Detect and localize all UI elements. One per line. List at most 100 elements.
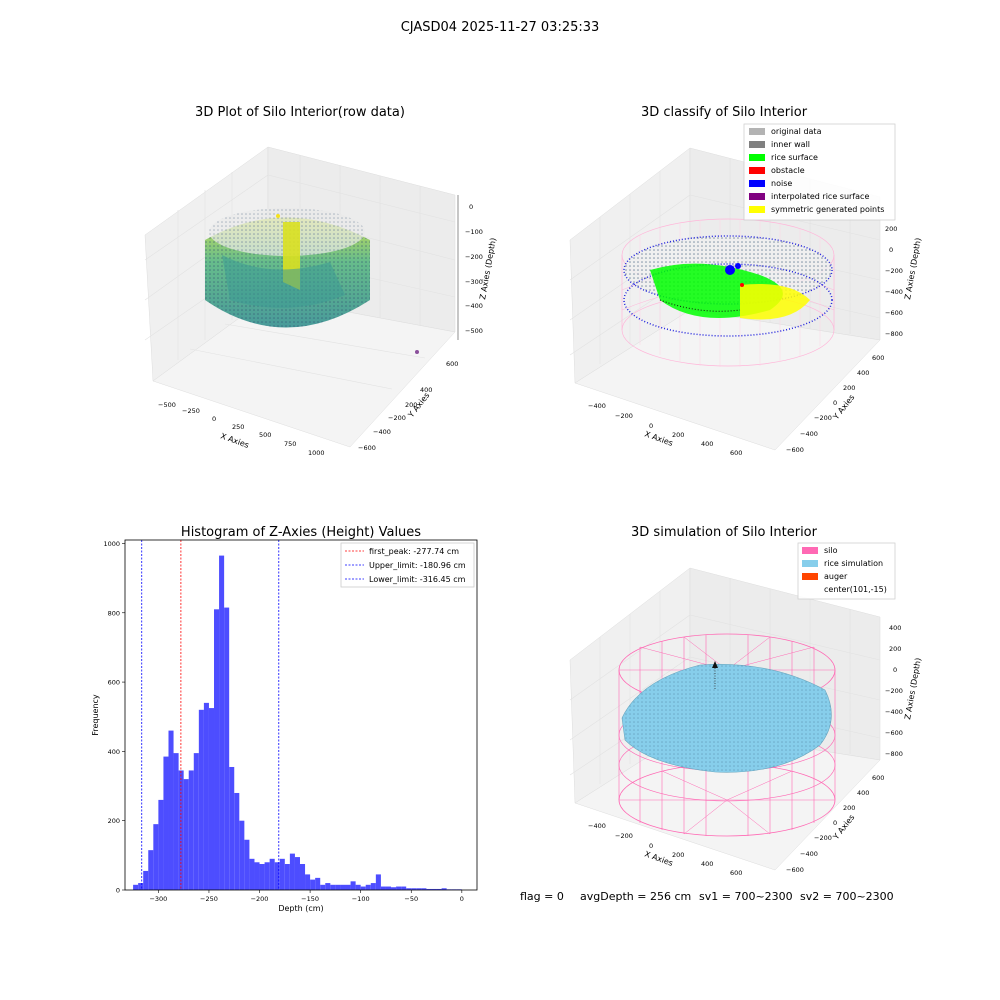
- histogram-bar: [239, 820, 245, 890]
- legend-label: center(101,-15): [824, 585, 887, 594]
- histogram-bar: [310, 879, 316, 890]
- histogram-bar: [411, 888, 417, 890]
- histogram-bar: [335, 884, 341, 890]
- classify-x-tick: 600: [730, 449, 742, 457]
- histogram-bar: [203, 702, 209, 890]
- histogram-bar: [299, 864, 306, 890]
- raw-z-axis-label: Z Axies (Depth): [478, 237, 498, 300]
- histogram-panel: Histogram of Z-Axies (Height) Values −30…: [91, 525, 478, 913]
- raw-y-tick: 600: [446, 360, 458, 368]
- histogram-bar: [188, 770, 194, 890]
- histogram-bar: [289, 853, 295, 890]
- sim-z-tick: 200: [889, 645, 901, 653]
- histogram-bar: [370, 883, 376, 890]
- histogram-bar: [148, 850, 154, 890]
- histogram-bar: [229, 766, 235, 890]
- histogram-bar: [380, 886, 386, 890]
- raw-3d-panel: 3D Plot of Silo Interior(row data) 0 −10…: [144, 105, 498, 457]
- classify-y-tick: 200: [843, 384, 855, 392]
- raw-x-tick: 1000: [308, 449, 325, 457]
- sim-y-tick: 0: [833, 819, 837, 827]
- x-tick-label: −50: [404, 895, 418, 903]
- simulation-3d-panel: 3D simulation of Silo Interior silo: [569, 525, 923, 877]
- histogram-bar: [269, 858, 275, 890]
- legend-swatch: [749, 180, 765, 187]
- classify-x-tick: 0: [649, 422, 653, 430]
- histogram-bar: [431, 888, 437, 890]
- histogram-y-axis-label: Frequency: [91, 694, 100, 736]
- sim-z-axis-label: Z Axies (Depth): [903, 657, 923, 720]
- histogram-bar: [406, 888, 412, 890]
- sim-y-tick: −400: [800, 850, 818, 858]
- legend-label: silo: [824, 546, 838, 555]
- histogram-bar: [391, 887, 397, 890]
- raw-x-tick: 750: [284, 440, 296, 448]
- histogram-bar: [330, 884, 336, 890]
- legend-label: first_peak: -277.74 cm: [369, 547, 459, 556]
- histogram-bar: [244, 839, 250, 890]
- legend-swatch: [749, 128, 765, 135]
- legend-swatch: [802, 560, 818, 567]
- histogram-bar: [385, 886, 392, 890]
- classify-legend: original data inner wall rice surface ob…: [743, 123, 896, 221]
- histogram-bar: [168, 730, 174, 890]
- legend-swatch: [749, 167, 765, 174]
- histogram-bar: [214, 609, 220, 890]
- histogram-bar: [173, 753, 179, 890]
- raw-y-tick: −400: [373, 428, 391, 436]
- histogram-bar: [138, 883, 144, 890]
- status-footer: flag = 0 avgDepth = 256 cm sv1 = 700~230…: [520, 890, 894, 903]
- histogram-bar: [355, 884, 361, 890]
- sim-z-tick: −400: [885, 708, 903, 716]
- histogram-x-ticks: −300 −250 −200 −150 −100 −50 0: [149, 890, 464, 903]
- histogram-legend: first_peak: -277.74 cm Upper_limit: -180…: [340, 542, 475, 588]
- classify-z-tick: −800: [885, 330, 903, 338]
- y-tick-label: 400: [108, 748, 120, 756]
- histogram-title: Histogram of Z-Axies (Height) Values: [181, 525, 421, 540]
- histogram-bar: [294, 857, 300, 890]
- classify-z-axis-label: Z Axies (Depth): [903, 237, 923, 300]
- histogram-bar: [340, 884, 346, 890]
- sim-z-tick: −600: [885, 729, 903, 737]
- histogram-bar: [178, 770, 184, 890]
- classify-z-tick: −600: [885, 309, 903, 317]
- raw-y-tick: −600: [358, 444, 376, 452]
- simulation-auger: [712, 661, 718, 690]
- sim-x-tick: 0: [649, 842, 653, 850]
- raw-x-tick: 0: [212, 415, 216, 423]
- legend-swatch: [802, 547, 818, 554]
- sim-y-axis-label: Y Axies: [831, 813, 857, 842]
- classify-y-tick: 400: [857, 369, 869, 377]
- classify-3d-panel: 3D classify of Silo Interior: [569, 105, 923, 457]
- sim-y-tick: −200: [814, 834, 832, 842]
- x-tick-label: 0: [460, 895, 464, 903]
- x-tick-label: −300: [149, 895, 167, 903]
- classify-z-tick: 0: [889, 246, 893, 254]
- histogram-bar: [325, 883, 331, 890]
- histogram-bar: [315, 877, 321, 890]
- classify-z-tick: −200: [885, 267, 903, 275]
- histogram-bar: [401, 886, 407, 890]
- y-tick-label: 1000: [103, 540, 120, 548]
- sv2-status: sv2 = 700~2300: [800, 890, 894, 903]
- raw-z-tick: −300: [465, 278, 483, 286]
- simulation-3d-title: 3D simulation of Silo Interior: [631, 525, 818, 540]
- classify-y-axis-label: Y Axies: [831, 393, 857, 422]
- legend-label: interpolated rice surface: [771, 192, 869, 201]
- x-tick-label: −200: [251, 895, 269, 903]
- histogram-bar: [143, 870, 149, 890]
- classify-y-tick: 0: [833, 399, 837, 407]
- histogram-bar: [360, 886, 366, 890]
- raw-x-tick: 500: [259, 431, 271, 439]
- raw-z-tick: −100: [465, 228, 483, 236]
- legend-swatch: [749, 141, 765, 148]
- classify-y-tick: 600: [872, 354, 884, 362]
- simulation-rice-surface: [621, 664, 832, 773]
- legend-label: rice surface: [771, 153, 818, 162]
- histogram-bar: [396, 886, 402, 890]
- histogram-bar: [264, 862, 270, 890]
- y-tick-label: 800: [108, 609, 120, 617]
- legend-label: noise: [771, 179, 792, 188]
- sim-x-tick: 600: [730, 869, 742, 877]
